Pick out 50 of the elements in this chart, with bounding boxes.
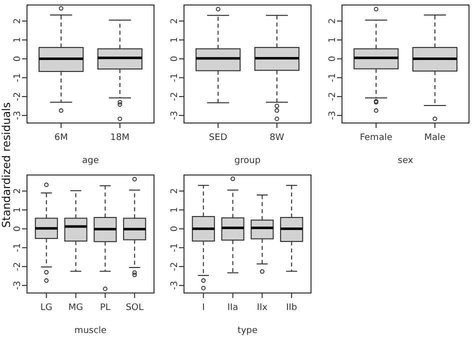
y-tick-label: -3	[170, 280, 180, 290]
y-tick-label: -3	[328, 110, 338, 120]
y-tick-label: 0	[170, 56, 180, 62]
x-tick-label: PL	[100, 303, 110, 313]
y-tick-label: -1	[13, 73, 23, 82]
y-tick-label: -3	[13, 280, 23, 290]
x-axis-title: sex	[398, 156, 414, 166]
x-axis-title: group	[234, 156, 261, 166]
x-tick-label: 6M	[54, 133, 68, 143]
x-tick-label: 18M	[110, 133, 130, 143]
x-tick-label: Male	[424, 133, 446, 143]
x-axis-title: age	[82, 156, 100, 166]
y-tick-label: -2	[328, 92, 338, 102]
x-tick-label: IIb	[286, 303, 298, 313]
y-tick-label: 2	[13, 188, 23, 194]
y-tick-label: -2	[170, 262, 180, 272]
y-tick-label: -1	[170, 73, 180, 82]
y-axis-title: Standardized residuals	[0, 102, 13, 228]
y-tick-label: -2	[170, 92, 180, 102]
x-tick-label: Female	[360, 133, 393, 143]
y-tick-label: -3	[13, 110, 23, 120]
y-tick-label: 1	[328, 37, 338, 43]
x-tick-label: LG	[40, 303, 52, 313]
x-tick-label: SOL	[126, 303, 144, 313]
y-tick-label: 1	[13, 207, 23, 213]
y-tick-label: 0	[170, 226, 180, 232]
y-tick-label: 2	[328, 18, 338, 24]
y-tick-label: -2	[13, 92, 23, 102]
y-tick-label: -1	[13, 243, 23, 252]
x-tick-label: I	[202, 303, 205, 313]
x-axis-title: type	[237, 326, 258, 336]
y-tick-label: 0	[13, 56, 23, 62]
y-tick-label: 1	[13, 37, 23, 43]
x-tick-label: 8W	[270, 133, 284, 143]
y-tick-label: -2	[13, 262, 23, 272]
y-tick-label: 2	[13, 18, 23, 24]
x-tick-label: SED	[208, 133, 228, 143]
x-tick-label: MG	[68, 303, 84, 313]
y-tick-label: 0	[328, 56, 338, 62]
y-tick-label: 1	[170, 37, 180, 43]
y-tick-label: -3	[170, 110, 180, 120]
x-tick-label: IIa	[227, 303, 238, 313]
x-tick-label: IIx	[256, 303, 268, 313]
y-tick-label: -1	[328, 73, 338, 82]
y-tick-label: 2	[170, 188, 180, 194]
y-tick-label: -1	[170, 243, 180, 252]
x-axis-title: muscle	[74, 326, 108, 336]
y-tick-label: 1	[170, 207, 180, 213]
y-tick-label: 2	[170, 18, 180, 24]
y-tick-label: 0	[13, 226, 23, 232]
